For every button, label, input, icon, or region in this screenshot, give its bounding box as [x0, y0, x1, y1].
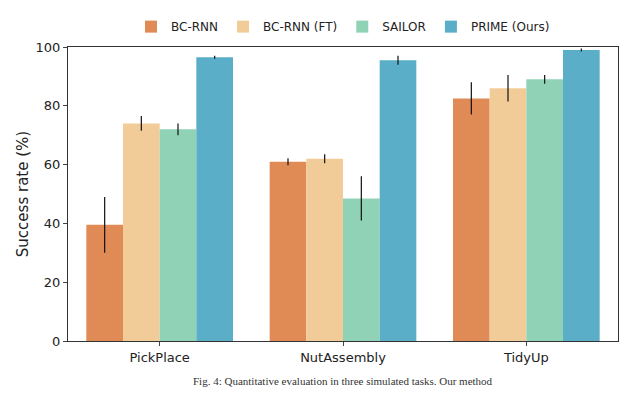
- svg-text:BC-RNN: BC-RNN: [171, 20, 218, 34]
- svg-text:NutAssembly: NutAssembly: [300, 350, 386, 365]
- svg-text:Fig. 4: Quantitative evaluatio: Fig. 4: Quantitative evaluation in three…: [193, 375, 493, 387]
- svg-text:40: 40: [44, 216, 61, 231]
- svg-text:BC-RNN (FT): BC-RNN (FT): [263, 20, 337, 34]
- svg-text:TidyUp: TidyUp: [503, 350, 549, 365]
- svg-text:100: 100: [36, 40, 61, 55]
- svg-text:0: 0: [52, 334, 60, 349]
- svg-text:PRIME (Ours): PRIME (Ours): [471, 20, 549, 34]
- svg-text:SAILOR: SAILOR: [382, 20, 426, 34]
- svg-text:20: 20: [44, 275, 61, 290]
- svg-text:PickPlace: PickPlace: [129, 350, 189, 365]
- svg-text:80: 80: [44, 98, 61, 113]
- svg-text:Success rate (%): Success rate (%): [14, 131, 32, 257]
- svg-text:60: 60: [44, 157, 61, 172]
